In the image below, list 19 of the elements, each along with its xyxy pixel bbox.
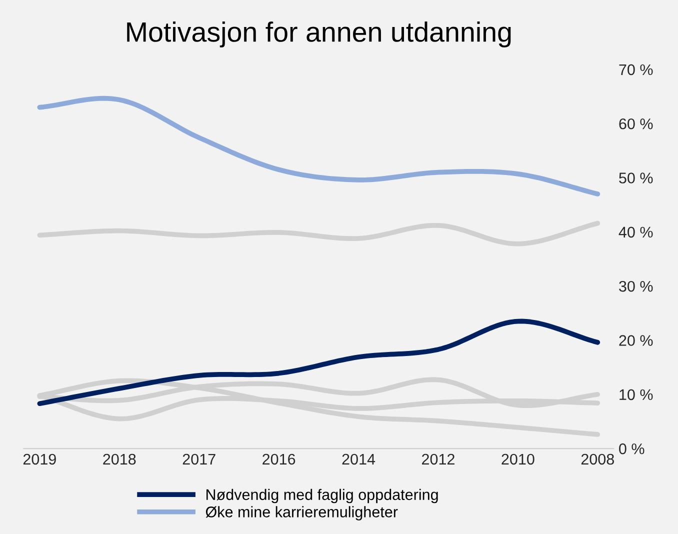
- x-tick-label: 2012: [422, 454, 454, 465]
- x-tick-label: 2016: [262, 454, 296, 465]
- y-tick-label: 0 %: [619, 443, 644, 454]
- x-tick-label: 2017: [182, 454, 216, 465]
- chart-title: Motivasjon for annen utdanning: [127, 22, 511, 48]
- x-tick-label: 2010: [502, 454, 534, 465]
- x-tick-label: 2008: [581, 454, 614, 465]
- y-tick-label: 20 %: [619, 335, 653, 346]
- y-tick-label: 70 %: [619, 64, 653, 76]
- y-tick-label: 50 %: [619, 172, 653, 184]
- y-tick-label: 60 %: [619, 118, 653, 130]
- x-tick-label: 2014: [342, 454, 376, 465]
- x-tick-label: 2019: [23, 454, 56, 465]
- y-tick-label: 10 %: [620, 389, 653, 400]
- legend-label: Øke mine karrieremuligheter: [206, 506, 398, 520]
- y-tick-label: 40 %: [618, 226, 653, 238]
- x-tick-label: 2018: [103, 454, 136, 465]
- y-tick-label: 30 %: [619, 280, 653, 292]
- legend-label: Nødvendig med faglig oppdatering: [206, 488, 438, 504]
